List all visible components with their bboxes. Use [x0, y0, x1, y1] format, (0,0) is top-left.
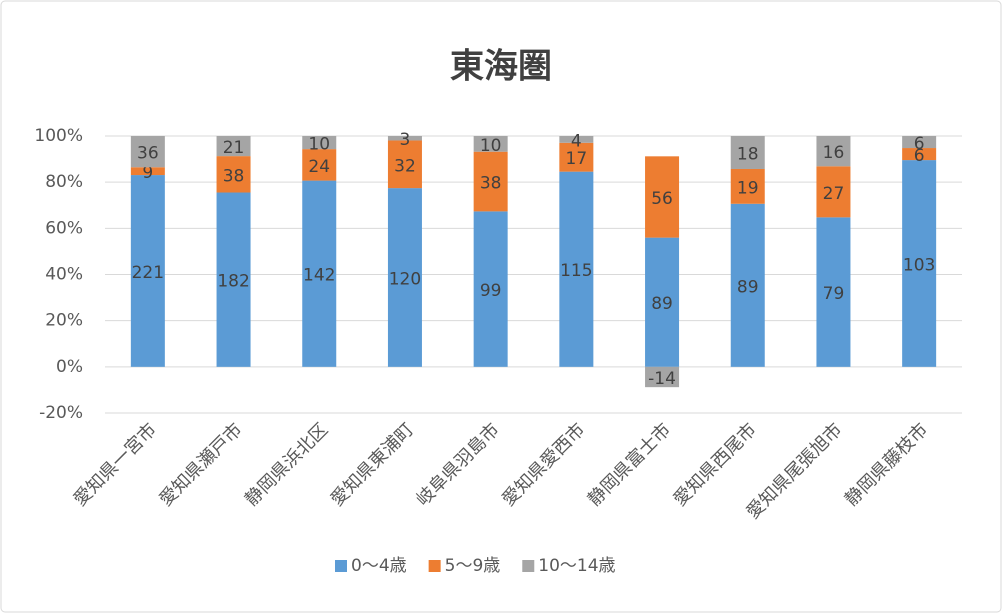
bar-segment [902, 136, 937, 149]
data-label: 32 [394, 156, 416, 176]
data-label: 36 [137, 144, 159, 164]
bar-segment [902, 148, 937, 161]
data-label: 21 [223, 138, 245, 158]
data-label: 120 [389, 269, 421, 289]
y-tick-label: 100% [34, 126, 83, 146]
bar-segment [730, 203, 765, 367]
bar-segment [730, 168, 765, 204]
bar-segment [816, 217, 851, 367]
bar-segment [473, 136, 508, 152]
data-label: 56 [651, 189, 673, 209]
data-label: 38 [223, 166, 245, 186]
y-tick-label: 60% [45, 218, 83, 238]
data-label: 27 [823, 184, 845, 204]
y-tick-label: 40% [45, 265, 83, 285]
bar-segment [387, 136, 422, 141]
data-label: 89 [737, 277, 759, 297]
data-label: 142 [303, 266, 335, 286]
data-label: 17 [566, 149, 588, 169]
data-label: 182 [217, 272, 249, 292]
bar-segment [559, 171, 594, 367]
legend-swatch [335, 560, 347, 572]
bar-segment [730, 136, 765, 169]
data-label: 9 [142, 163, 153, 183]
bar-segment [902, 160, 937, 367]
data-label: 103 [903, 255, 935, 275]
chart-title: 東海圏 [450, 47, 552, 87]
bar-segment [130, 136, 165, 168]
bar-segment [473, 151, 508, 212]
data-label: 89 [651, 294, 673, 314]
data-label: 3 [400, 130, 411, 150]
bar-segment [216, 136, 251, 157]
bar-segment [302, 180, 337, 367]
legend-label: 10～14歳 [538, 556, 615, 576]
bar-segment [216, 192, 251, 367]
data-label: 19 [737, 178, 759, 198]
data-label: 18 [737, 144, 759, 164]
bar-segment [816, 136, 851, 167]
legend-swatch [428, 560, 441, 572]
bar-segment [387, 188, 422, 367]
data-label: 38 [480, 174, 502, 194]
legend-label: 0～4歳 [351, 556, 407, 576]
y-tick-label: -20% [39, 403, 83, 423]
bar-segment [387, 140, 422, 189]
y-tick-label: 20% [45, 311, 83, 331]
bar-segment [645, 366, 680, 388]
bar-segment [130, 175, 165, 367]
bar-segment [559, 136, 594, 143]
y-tick-label: 80% [45, 172, 83, 192]
bar-segment [302, 136, 337, 150]
data-label: -14 [648, 369, 676, 389]
bar-segment [302, 149, 337, 181]
y-tick-label: 0% [56, 357, 83, 377]
data-label: 115 [560, 261, 592, 281]
data-label: 6 [914, 146, 925, 166]
data-label: 6 [914, 134, 925, 154]
bar-segment [473, 211, 508, 367]
data-label: 24 [308, 157, 330, 177]
data-label: 79 [823, 284, 845, 304]
bar-segment [130, 167, 165, 176]
bar-segment [216, 156, 251, 193]
data-label: 10 [480, 136, 502, 156]
bar-segment [645, 156, 680, 238]
data-label: 10 [308, 135, 330, 155]
bar-segment [645, 237, 680, 367]
data-label: 99 [480, 281, 502, 301]
bar-segment [816, 166, 851, 218]
legend-label: 5～9歳 [445, 556, 501, 576]
bar-segment [559, 142, 594, 172]
legend-swatch [522, 560, 535, 572]
data-label: 4 [571, 131, 582, 151]
data-label: 221 [132, 263, 164, 283]
data-label: 16 [823, 143, 845, 163]
